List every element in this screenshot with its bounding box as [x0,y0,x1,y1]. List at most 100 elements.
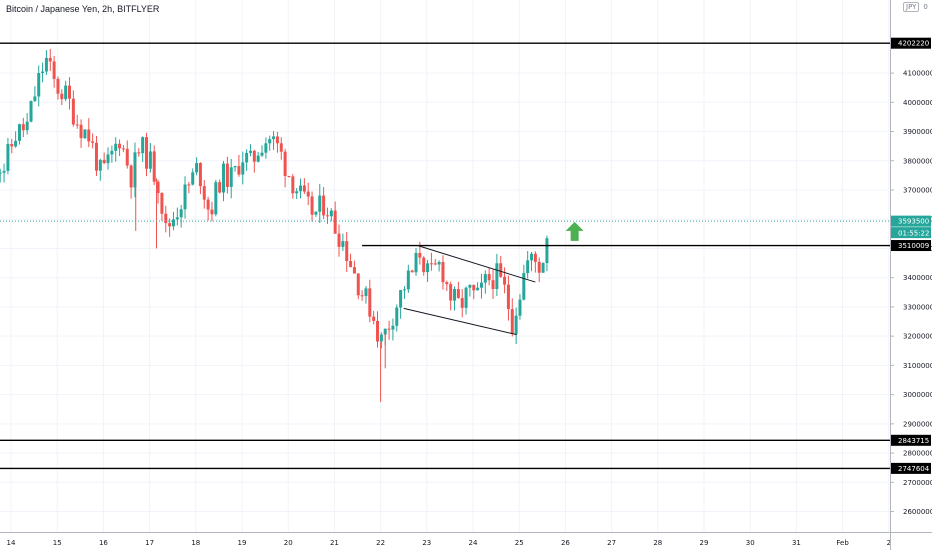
candle[interactable] [356,273,360,296]
candle[interactable] [533,253,537,262]
candle[interactable] [118,143,122,149]
candle[interactable] [483,274,487,283]
candle[interactable] [33,96,37,101]
candle[interactable] [121,148,125,150]
candle[interactable] [325,215,329,217]
candle[interactable] [468,284,472,288]
candle[interactable] [322,195,326,216]
candle[interactable] [60,93,64,100]
candle[interactable] [87,129,91,142]
candle[interactable] [98,159,102,171]
candle[interactable] [499,263,503,277]
candle[interactable] [433,263,437,265]
candle[interactable] [248,150,252,153]
candle[interactable] [318,195,322,212]
candle[interactable] [402,289,406,291]
candle[interactable] [237,166,241,175]
candle[interactable] [379,334,383,342]
candle[interactable] [171,219,175,227]
candle[interactable] [283,151,287,176]
candle[interactable] [187,184,191,186]
candle[interactable] [526,260,530,274]
candle[interactable] [102,159,106,164]
candle[interactable] [306,191,310,197]
candle[interactable] [198,163,202,187]
candle[interactable] [418,252,422,258]
candle[interactable] [460,298,464,308]
candle[interactable] [37,73,41,97]
candle[interactable] [75,124,79,126]
candle[interactable] [164,213,168,224]
candle[interactable] [148,151,152,169]
candle[interactable] [449,284,453,301]
candle[interactable] [137,152,141,154]
candle[interactable] [453,289,457,301]
candle[interactable] [518,299,522,316]
candle[interactable] [295,191,299,194]
candle[interactable] [279,143,283,152]
candle[interactable] [210,209,214,215]
candle[interactable] [537,261,541,273]
candle[interactable] [376,320,380,342]
candle[interactable] [83,129,87,139]
candle[interactable] [503,276,507,285]
candle[interactable] [179,209,183,218]
symbol-title[interactable]: Bitcoin / Japanese Yen, 2h, BITFLYER [6,4,160,14]
candle[interactable] [333,210,337,234]
candle[interactable] [233,166,237,168]
candle[interactable] [414,252,418,273]
candle[interactable] [268,139,272,144]
candle[interactable] [272,136,276,140]
candle[interactable] [156,181,160,194]
candle[interactable] [399,290,403,308]
candle[interactable] [437,261,441,265]
candle[interactable] [445,282,449,285]
trendline[interactable] [403,307,518,336]
candle[interactable] [514,315,518,334]
candle[interactable] [125,148,129,166]
candle[interactable] [510,309,514,334]
candle[interactable] [68,85,72,99]
candle[interactable] [110,150,114,155]
candle[interactable] [79,124,83,139]
trendline[interactable] [417,245,536,283]
candle[interactable] [506,284,510,310]
candle[interactable] [426,263,430,273]
candle[interactable] [168,223,172,227]
candle[interactable] [310,196,314,215]
candle[interactable] [329,210,333,217]
candle[interactable] [14,140,18,147]
candle[interactable] [456,289,460,299]
candle[interactable] [464,287,468,308]
candle[interactable] [349,261,353,268]
candle[interactable] [183,184,187,210]
candle[interactable] [106,154,110,164]
candle[interactable] [302,185,306,192]
candle[interactable] [487,274,491,281]
candle[interactable] [368,288,372,317]
candle[interactable] [545,238,549,264]
candle[interactable] [56,78,60,94]
candle[interactable] [256,155,260,162]
candle[interactable] [152,151,156,182]
candle[interactable] [364,288,368,296]
candle[interactable] [229,167,233,187]
candle[interactable] [29,100,33,122]
candle[interactable] [129,165,133,188]
candle[interactable] [202,186,206,200]
candle[interactable] [52,61,56,79]
currency-badge[interactable]: JPY 0 [903,2,928,12]
candle[interactable] [495,263,499,289]
candle[interactable] [391,325,395,330]
candle[interactable] [64,85,68,100]
candle[interactable] [287,175,291,177]
candle[interactable] [476,287,480,291]
candle[interactable] [406,270,410,290]
candle[interactable] [245,152,249,163]
candle[interactable] [299,185,303,192]
candle[interactable] [160,193,164,214]
candle[interactable] [94,142,98,171]
candle[interactable] [541,263,545,273]
candle[interactable] [21,124,25,131]
